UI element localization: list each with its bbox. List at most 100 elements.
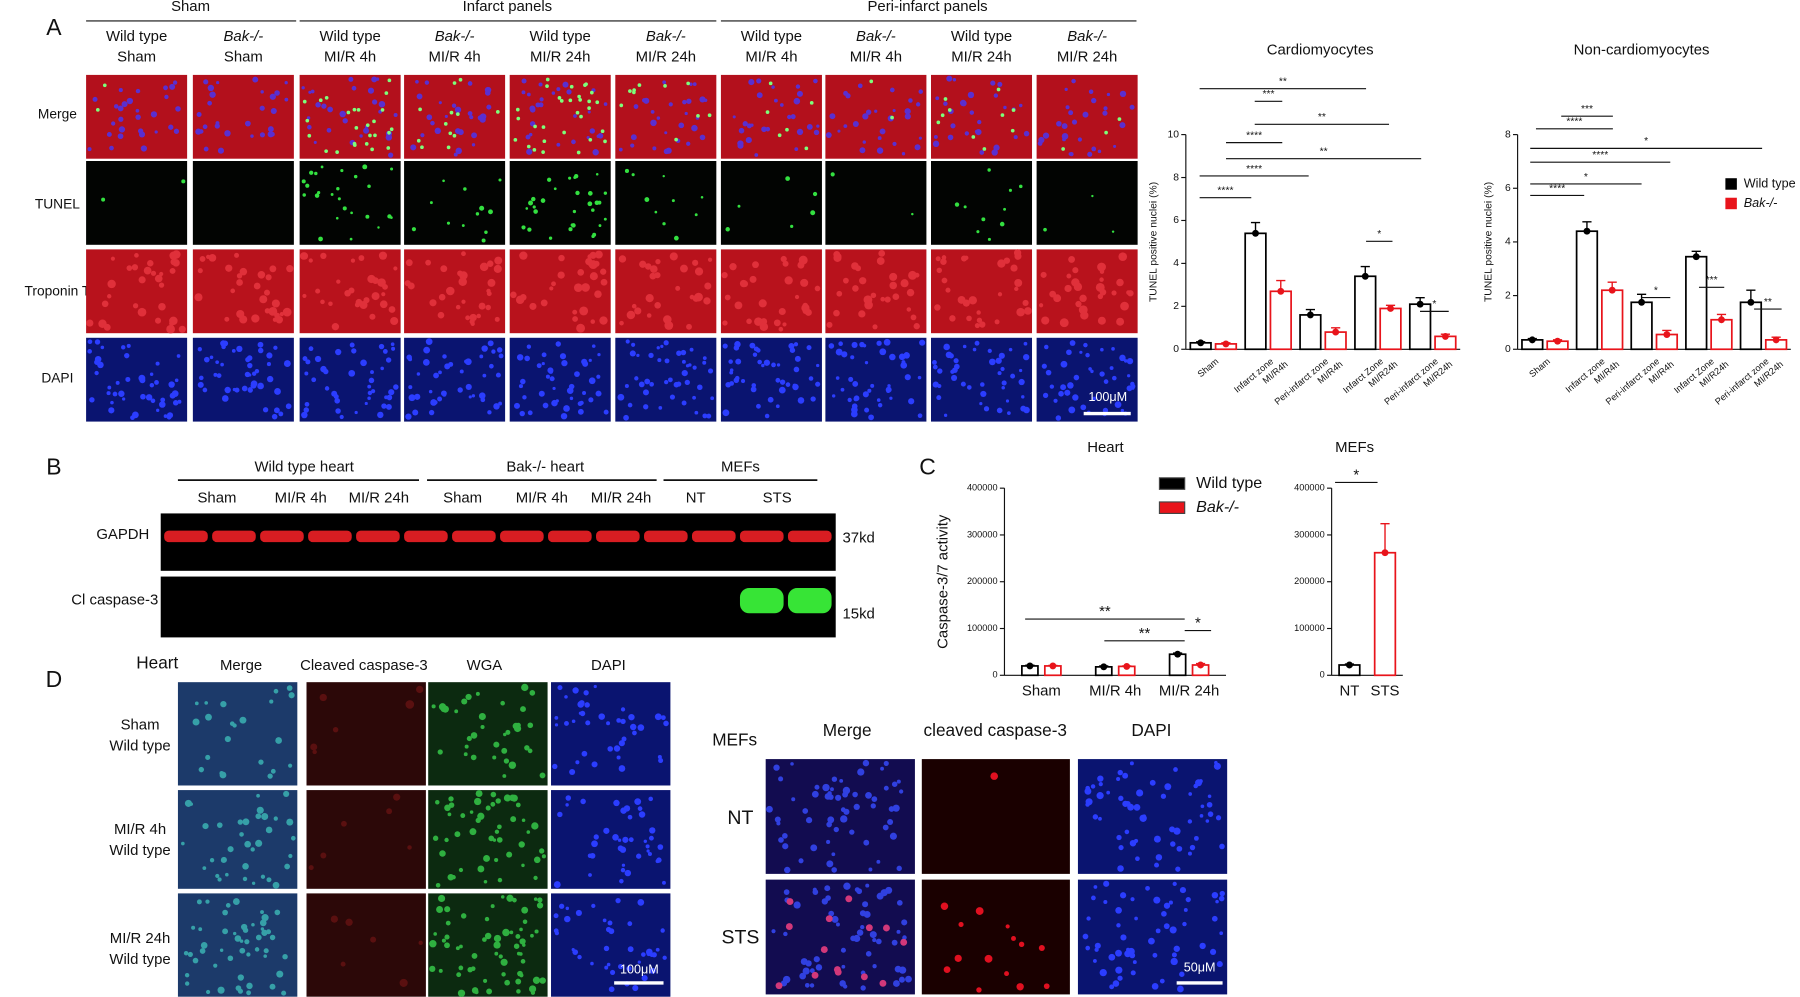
micrograph-spot	[482, 937, 487, 942]
micrograph-spot	[202, 866, 207, 871]
micrograph-bg	[86, 337, 188, 422]
micrograph-spot	[433, 932, 437, 936]
group-header: Infarct panels	[463, 0, 553, 15]
micrograph-spot	[845, 895, 853, 903]
micrograph-spot	[163, 85, 168, 91]
bar-point	[1638, 298, 1646, 306]
micrograph-bg	[509, 161, 611, 245]
micrograph-spot	[1100, 347, 1104, 352]
micrograph-spot	[498, 401, 503, 406]
micrograph-spot	[964, 255, 969, 261]
legend-label: Wild type	[1196, 474, 1262, 492]
micrograph-spot	[348, 76, 354, 82]
micrograph-spot	[593, 834, 599, 840]
micrograph-spot	[246, 990, 252, 996]
micrograph-spot	[459, 369, 464, 374]
micrograph-spot	[282, 953, 288, 960]
micrograph-spot	[215, 873, 220, 879]
bar	[1244, 232, 1267, 351]
micrograph-spot	[1129, 761, 1134, 766]
micrograph-spot	[651, 952, 657, 958]
micrograph-spot	[979, 150, 985, 155]
micrograph-spot	[587, 99, 591, 104]
micrograph-spot	[532, 148, 537, 152]
micrograph-spot	[471, 143, 476, 147]
micrograph-spot	[351, 85, 357, 91]
micrograph-spot	[902, 935, 907, 940]
micrograph-spot	[797, 397, 805, 404]
micrograph-spot	[1069, 340, 1076, 346]
micrograph-spot	[869, 931, 877, 939]
micrograph-spot	[336, 279, 341, 284]
micrograph-spot	[1161, 911, 1167, 917]
micrograph-spot	[946, 75, 953, 82]
micrograph-spot	[957, 296, 966, 304]
micrograph-spot	[429, 201, 433, 205]
micrograph-spot	[1086, 916, 1091, 921]
micrograph-spot	[1097, 149, 1102, 154]
micrograph-spot	[773, 98, 778, 103]
micrograph-spot	[1091, 194, 1094, 198]
micrograph-spot	[746, 123, 752, 129]
chart-title: Cardiomyocytes	[1267, 42, 1374, 59]
micrograph-spot	[498, 353, 504, 359]
micrograph-spot	[457, 387, 463, 393]
micrograph-spot	[997, 371, 1002, 376]
micrograph-spot	[458, 77, 463, 82]
micrograph-spot	[1091, 895, 1096, 901]
micrograph-spot	[862, 113, 869, 120]
micrograph-spot	[363, 127, 370, 134]
micrograph	[192, 337, 294, 422]
micrograph-spot	[1008, 347, 1013, 352]
micrograph-spot	[622, 836, 629, 843]
micrograph-spot	[737, 204, 741, 208]
micrograph-spot	[1085, 798, 1093, 806]
micrograph-spot	[1093, 885, 1098, 889]
micrograph-spot	[1183, 908, 1188, 912]
micrograph-spot	[783, 931, 788, 937]
bar-point	[1174, 650, 1182, 658]
micrograph-spot	[645, 844, 650, 849]
micrograph-spot	[1098, 782, 1103, 787]
micrograph-spot	[453, 152, 458, 157]
micrograph-spot	[590, 319, 596, 324]
micrograph-spot	[521, 78, 527, 84]
micrograph-spot	[271, 299, 280, 308]
micrograph-spot	[662, 174, 665, 178]
micrograph-spot	[1013, 135, 1018, 140]
micrograph-spot	[1160, 793, 1167, 799]
micrograph-spot	[199, 129, 204, 134]
micrograph-spot	[572, 316, 578, 322]
micrograph-spot	[286, 265, 294, 273]
micrograph-spot	[135, 88, 141, 94]
micrograph-spot	[645, 948, 653, 956]
micrograph-spot	[572, 687, 579, 694]
micrograph-spot	[1066, 349, 1072, 356]
micrograph-spot	[1164, 783, 1172, 791]
micrograph-spot	[1118, 252, 1128, 261]
micrograph-spot	[750, 386, 757, 393]
micrograph-spot	[388, 152, 394, 158]
micrograph-spot	[1207, 811, 1214, 817]
micrograph-spot	[1018, 378, 1025, 386]
micrograph-spot	[276, 970, 284, 978]
micrograph-spot	[416, 372, 421, 376]
micrograph-spot	[335, 150, 339, 154]
micrograph-bg	[428, 682, 548, 786]
micrograph-spot	[555, 341, 561, 347]
blot-band	[548, 530, 592, 543]
micrograph-spot	[429, 940, 437, 948]
chart-title: Heart	[1087, 439, 1124, 456]
micrograph-spot	[1171, 952, 1177, 958]
micrograph-spot	[850, 935, 857, 942]
group-header: MEFs	[721, 458, 760, 475]
micrograph-spot	[389, 127, 394, 132]
micrograph-spot	[1179, 971, 1185, 977]
micrograph-spot	[694, 410, 699, 415]
micrograph-spot	[318, 98, 323, 103]
micrograph-spot	[429, 965, 436, 972]
micrograph-spot	[854, 265, 862, 272]
micrograph-spot	[393, 266, 398, 271]
micrograph-spot	[330, 193, 334, 196]
micrograph-spot	[520, 706, 526, 713]
